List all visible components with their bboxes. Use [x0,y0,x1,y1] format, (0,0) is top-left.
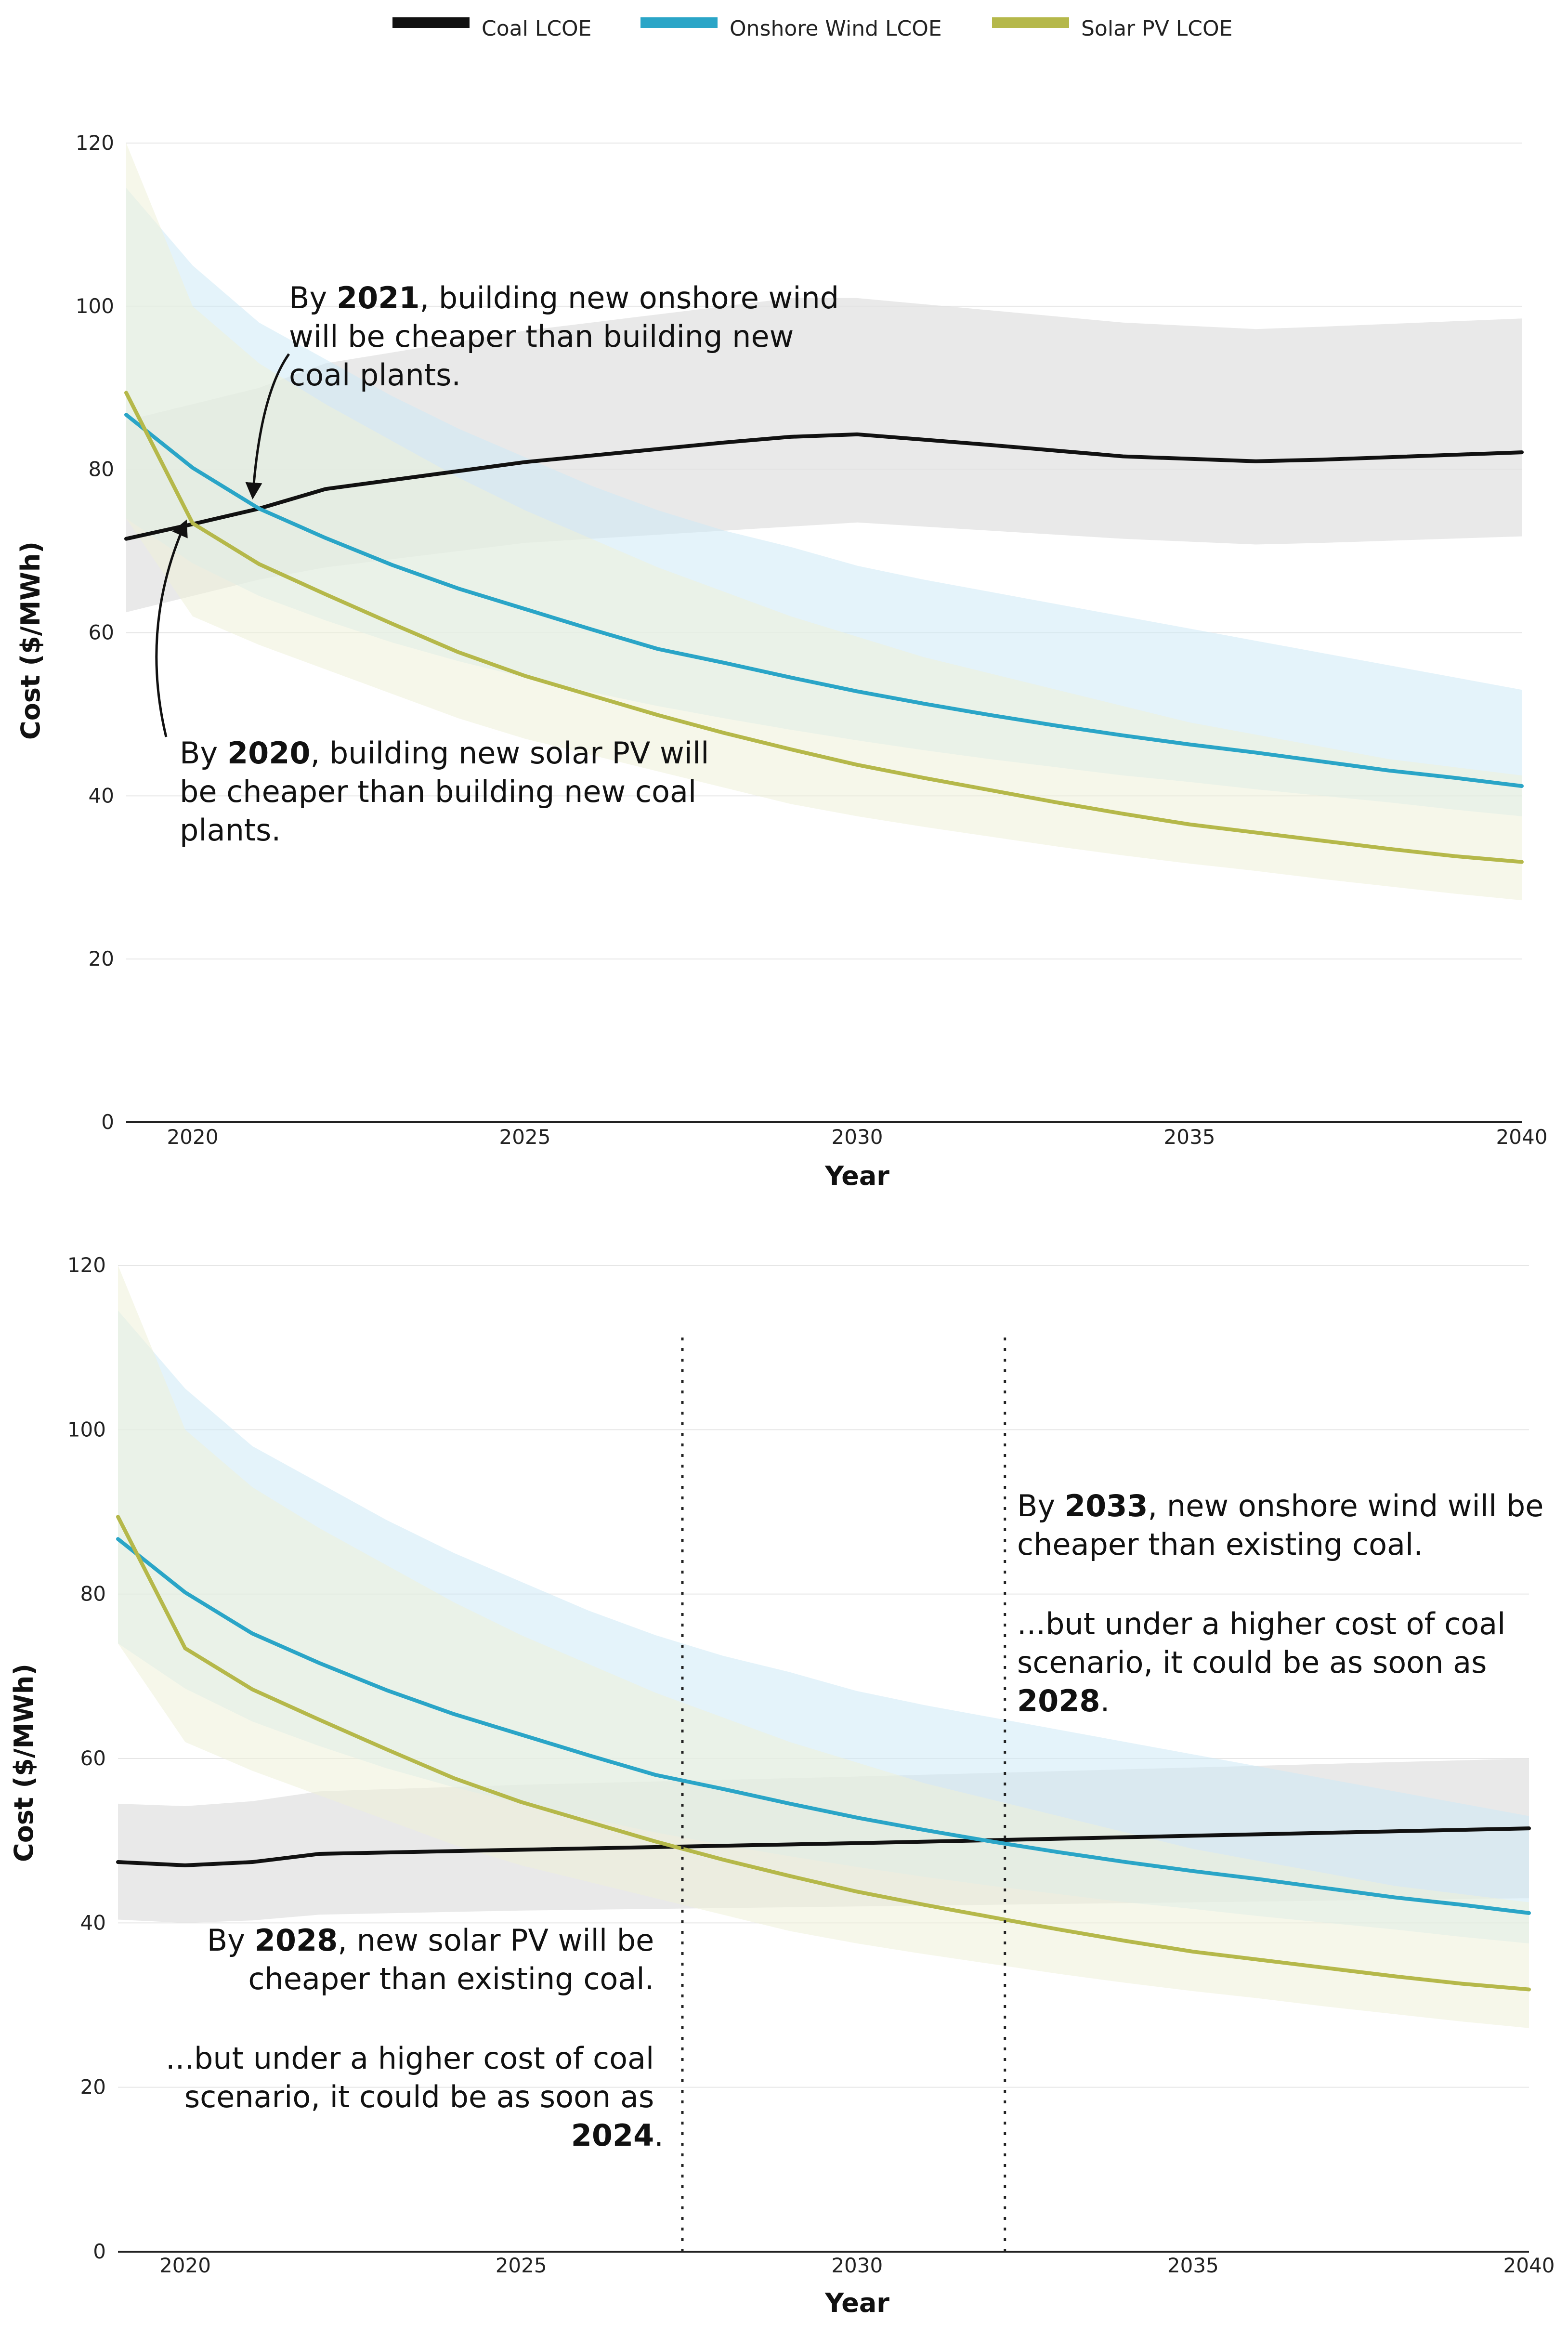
x-tick-label-2040: 2040 [1496,1125,1548,1149]
panel-1-arrow-solar [155,519,188,737]
legend-label-solar: Solar PV LCOE [1081,16,1232,41]
series-line-wind [124,413,1524,788]
x-tick-label-2030: 2030 [832,1125,883,1149]
x-tick-label-2030: 2030 [831,2254,883,2277]
legend: Coal LCOE Onshore Wind LCOE Solar PV LCO… [392,16,1232,41]
series-line-wind [116,1537,1531,1915]
y-tick-label-80: 80 [89,458,114,481]
y-tick-label-100: 100 [76,294,114,318]
legend-label-coal: Coal LCOE [482,16,592,41]
panel-1-annotation-wind: By 2021, building new onshore wind will … [289,280,849,393]
x-tick-label-2035: 2035 [1167,2254,1219,2277]
y-tick-label-20: 20 [80,2075,106,2099]
legend-label-wind: Onshore Wind LCOE [730,16,942,41]
y-tick-label-120: 120 [76,131,114,155]
y-tick-label-0: 0 [101,1110,114,1134]
panel-2-annotation-solar: By 2028, new solar PV will be cheaper th… [166,1923,664,2153]
y-tick-label-100: 100 [67,1417,106,1441]
y-tick-label-60: 60 [89,621,114,644]
series-line-solar [124,391,1524,864]
y-tick-label-40: 40 [80,1911,106,1934]
panel-2-series-lines [116,1515,1531,1992]
panel-2-annotation-wind: By 2033, new onshore wind will be cheape… [1017,1488,1553,1718]
panel-1-annotation-solar: By 2020, building new solar PV will be c… [180,735,719,848]
y-tick-label-60: 60 [80,1746,106,1770]
x-tick-label-2035: 2035 [1164,1125,1215,1149]
x-tick-label-2025: 2025 [499,1125,551,1149]
series-line-solar [116,1515,1531,1992]
panel-2-x-axis-title: Year [824,2288,889,2318]
legend-swatch-wind [640,17,718,28]
panel-1-y-axis-title: Cost ($/MWh) [15,541,46,740]
legend-swatch-coal [392,17,470,28]
panel-1-series-lines [124,391,1524,864]
band-solar [118,1265,1529,2028]
x-tick-label-2020: 2020 [167,1125,219,1149]
band-solar [126,143,1522,901]
y-tick-label-40: 40 [89,784,114,807]
x-tick-label-2020: 2020 [159,2254,211,2277]
x-tick-label-2040: 2040 [1503,2254,1555,2277]
panel-1-arrow-wind [245,353,290,499]
y-tick-label-0: 0 [93,2240,106,2263]
legend-swatch-solar [992,17,1069,28]
x-tick-label-2025: 2025 [496,2254,547,2277]
y-tick-label-80: 80 [80,1582,106,1606]
series-line-coal [116,1826,1531,1867]
panel-1-x-axis-title: Year [824,1161,889,1191]
y-tick-label-20: 20 [89,947,114,971]
y-tick-label-120: 120 [67,1253,106,1277]
panel-2-y-axis-title: Cost ($/MWh) [9,1664,39,1862]
